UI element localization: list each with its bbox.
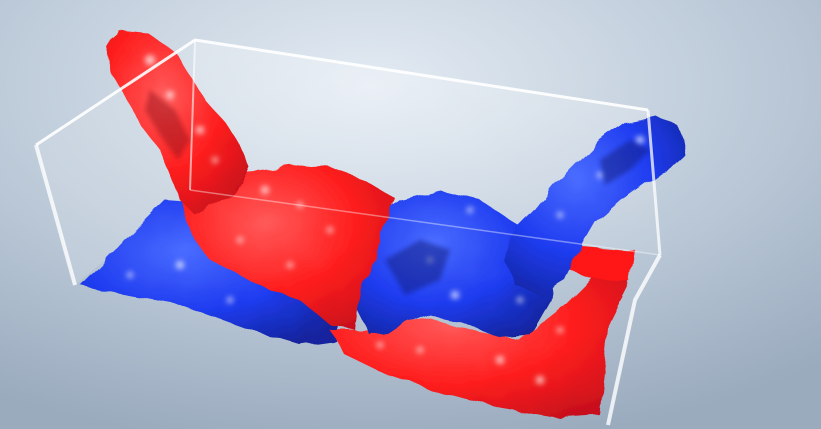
highlight-spot — [227, 297, 233, 303]
highlight-spot — [212, 157, 218, 163]
highlight-spot — [496, 356, 504, 364]
highlight-spot — [237, 237, 243, 243]
red-center-wave — [180, 165, 395, 330]
specular-highlights — [127, 55, 644, 384]
highlight-spot — [287, 262, 293, 268]
tank-edges — [34, 38, 662, 426]
highlight-spot — [377, 342, 383, 348]
highlight-spot — [451, 291, 459, 299]
highlight-spot — [467, 207, 473, 213]
highlight-spot — [557, 327, 563, 333]
highlight-spot — [176, 261, 184, 269]
tank-left-vertical-edge — [34, 144, 77, 286]
blue-column-shadow — [600, 140, 650, 185]
tank-right-vertical-edge — [646, 109, 662, 256]
red-back-block — [570, 245, 635, 282]
highlight-spot — [417, 347, 423, 353]
highlight-spot — [597, 172, 603, 178]
highlight-spot — [327, 227, 333, 233]
highlight-spot — [536, 376, 544, 384]
highlight-spot — [166, 91, 174, 99]
tank-floor-back-edge — [189, 189, 661, 256]
highlight-spot — [145, 55, 155, 65]
highlight-spot — [297, 202, 303, 208]
highlight-spot — [196, 126, 204, 134]
red-right-pool — [330, 270, 630, 418]
fluid-shading — [145, 90, 650, 295]
blue-center-wave — [355, 190, 555, 338]
highlight-spot — [636, 136, 644, 144]
blue-wave-shadow — [385, 240, 450, 295]
tank-back-vertical-edge — [189, 39, 196, 191]
highlight-spot — [557, 212, 563, 218]
red-column-shadow — [145, 90, 190, 160]
highlight-spot — [127, 272, 133, 278]
highlight-spot — [517, 297, 523, 303]
highlight-spot — [261, 186, 269, 194]
tank-front-right-edge — [606, 254, 662, 426]
